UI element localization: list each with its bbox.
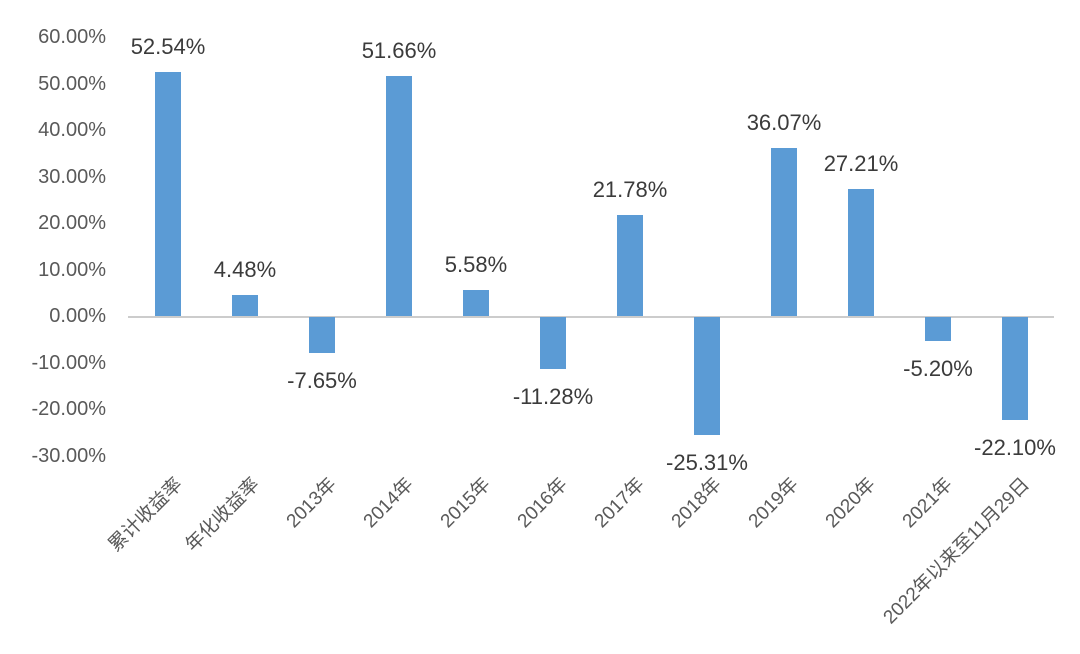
bar <box>540 317 566 370</box>
y-axis-tick-label: -30.00% <box>31 444 107 467</box>
bar <box>309 317 335 353</box>
x-axis-category-label: 2022年以来至11月29日 <box>879 474 1034 629</box>
y-axis-tick-label: 30.00% <box>38 165 106 188</box>
x-axis-category-label: 2021年 <box>898 474 957 533</box>
bar-value-label: 21.78% <box>592 176 668 202</box>
y-axis-tick-label: -10.00% <box>31 351 107 374</box>
y-axis-tick-label: -20.00% <box>31 398 107 420</box>
bar <box>694 317 720 435</box>
bar-value-label: -22.10% <box>974 434 1056 460</box>
bar-value-label: 51.66% <box>361 37 437 63</box>
y-axis-tick-label: 0.00% <box>49 305 106 327</box>
x-axis-category-label: 2014年 <box>359 474 418 533</box>
bar-value-label: 4.48% <box>213 257 277 283</box>
x-axis-category-label: 2013年 <box>282 474 341 533</box>
x-axis-category-label: 2017年 <box>590 474 649 533</box>
bar-value-label: 36.07% <box>746 110 822 136</box>
bar-value-label: 52.54% <box>130 33 206 59</box>
bar-value-label: 27.21% <box>823 151 899 177</box>
zero-axis-line <box>128 316 1054 318</box>
bar-value-label: 5.58% <box>444 252 508 278</box>
x-axis-category-label: 2016年 <box>513 474 572 533</box>
x-axis-category-label: 2015年 <box>436 474 495 533</box>
x-axis-category-label: 年化收益率 <box>181 474 264 557</box>
bar <box>771 148 797 316</box>
x-axis-category-label: 2018年 <box>667 474 726 533</box>
bar <box>232 295 258 316</box>
bar <box>925 317 951 342</box>
bar <box>848 189 874 316</box>
bar <box>155 71 181 316</box>
y-axis-tick-label: 40.00% <box>38 119 106 141</box>
x-axis-category-label: 2020年 <box>821 474 880 533</box>
x-axis-category-label: 2019年 <box>744 474 803 533</box>
bar <box>386 75 412 316</box>
bar-value-label: -25.31% <box>666 449 748 475</box>
bar-value-label: -11.28% <box>512 384 594 410</box>
y-axis-tick-label: 20.00% <box>38 212 106 234</box>
bar <box>617 214 643 316</box>
x-axis-category-label: 累计收益率 <box>104 474 187 557</box>
bar-value-label: -5.20% <box>903 356 973 382</box>
bar-value-label: -7.65% <box>287 367 357 393</box>
y-axis-tick-label: 60.00% <box>38 26 106 48</box>
bar <box>1002 317 1028 420</box>
y-axis-tick-label: 10.00% <box>38 258 106 281</box>
y-axis-tick-label: 50.00% <box>38 72 106 95</box>
bar <box>463 290 489 316</box>
